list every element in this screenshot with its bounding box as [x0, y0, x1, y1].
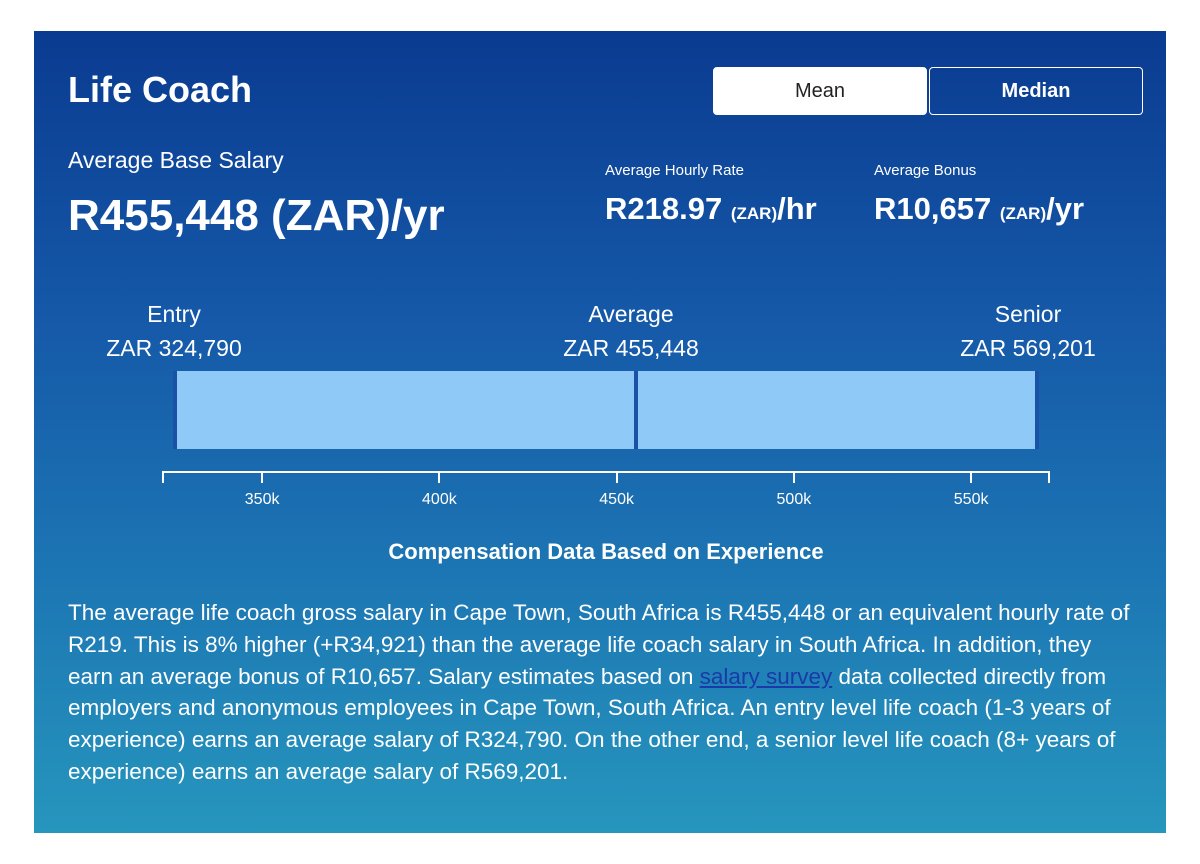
mean-button[interactable]: Mean: [713, 67, 927, 115]
senior-level-value: ZAR 569,201: [960, 335, 1096, 361]
x-axis-tick: [438, 471, 441, 483]
x-axis-line: [162, 471, 1050, 473]
x-axis-tick-label: 550k: [953, 491, 989, 508]
average-marker: [633, 371, 638, 449]
x-axis-tick-label: 500k: [776, 491, 812, 508]
x-axis-tick-label: 450k: [599, 491, 634, 508]
salary-description: The average life coach gross salary in C…: [68, 597, 1138, 788]
salary-range-bar: [172, 371, 1040, 449]
salary-survey-link[interactable]: salary survey: [699, 663, 833, 689]
senior-level-name: Senior: [994, 301, 1062, 327]
bonus-value: R10,657 (ZAR)/yr: [874, 191, 1084, 227]
entry-level-name: Entry: [147, 301, 201, 327]
x-axis-tick: [970, 471, 973, 483]
hourly-rate-value: R218.97 (ZAR)/hr: [605, 191, 817, 227]
mean-median-toggle: Mean Median: [713, 67, 1143, 117]
description-text-1: The average life coach gross salary in C…: [68, 600, 1130, 689]
description-text-2: data collected directly from employers a…: [68, 663, 1116, 784]
bonus-currency: (ZAR): [999, 204, 1047, 223]
chart-title: Compensation Data Based on Experience: [388, 539, 824, 564]
base-salary-label: Average Base Salary: [68, 147, 284, 173]
x-axis-tick-label: 350k: [244, 491, 280, 508]
hourly-period: /hr: [777, 191, 817, 226]
axis-end-tick-right: [1048, 471, 1050, 483]
x-axis-tick: [261, 471, 264, 483]
x-axis-tick: [792, 471, 795, 483]
entry-level-value: ZAR 324,790: [106, 335, 242, 361]
base-salary-value: R455,448 (ZAR)/yr: [68, 191, 445, 240]
average-level-name: Average: [588, 301, 674, 327]
hourly-currency: (ZAR): [730, 204, 778, 223]
bonus-amount: R10,657: [874, 191, 992, 226]
x-axis-tick-label: 400k: [422, 491, 457, 508]
bonus-label: Average Bonus: [874, 162, 977, 179]
bonus-period: /yr: [1046, 191, 1085, 226]
axis-end-tick-left: [162, 471, 164, 483]
hourly-amount: R218.97: [605, 191, 723, 226]
job-title: Life Coach: [68, 69, 253, 110]
hourly-rate-label: Average Hourly Rate: [605, 162, 744, 179]
average-level-value: ZAR 455,448: [563, 335, 699, 361]
x-axis-tick: [615, 471, 618, 483]
median-button[interactable]: Median: [929, 67, 1143, 115]
salary-card: Life Coach Mean Median Average Base Sala…: [34, 31, 1166, 833]
